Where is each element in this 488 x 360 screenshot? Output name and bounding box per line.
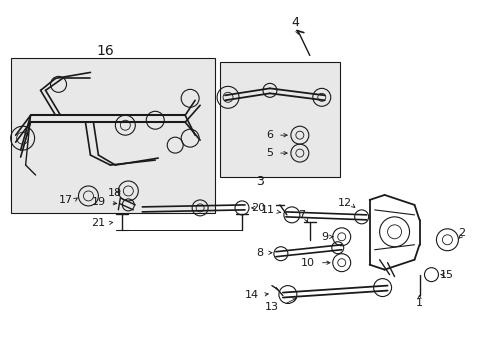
Text: 6: 6: [266, 130, 273, 140]
Text: 4: 4: [290, 16, 298, 29]
Bar: [11, 58, 215, 213]
Text: 17: 17: [59, 195, 72, 205]
Text: 8: 8: [256, 248, 263, 258]
Text: 15: 15: [439, 270, 452, 280]
Text: 19: 19: [91, 197, 105, 207]
Text: 21: 21: [91, 218, 105, 228]
Bar: [220, 62, 339, 177]
Text: 14: 14: [244, 289, 259, 300]
Text: 5: 5: [266, 148, 273, 158]
Text: 7: 7: [298, 210, 305, 220]
Text: 16: 16: [96, 44, 114, 58]
Text: 13: 13: [264, 302, 278, 311]
Text: 1: 1: [415, 297, 422, 307]
Text: 3: 3: [256, 175, 264, 189]
Text: 18: 18: [108, 188, 122, 198]
Text: 9: 9: [321, 232, 327, 242]
Text: 12: 12: [337, 198, 351, 208]
Text: 11: 11: [261, 205, 274, 215]
Text: 10: 10: [300, 258, 314, 268]
Text: 2: 2: [457, 228, 464, 238]
Text: 20: 20: [250, 203, 264, 213]
